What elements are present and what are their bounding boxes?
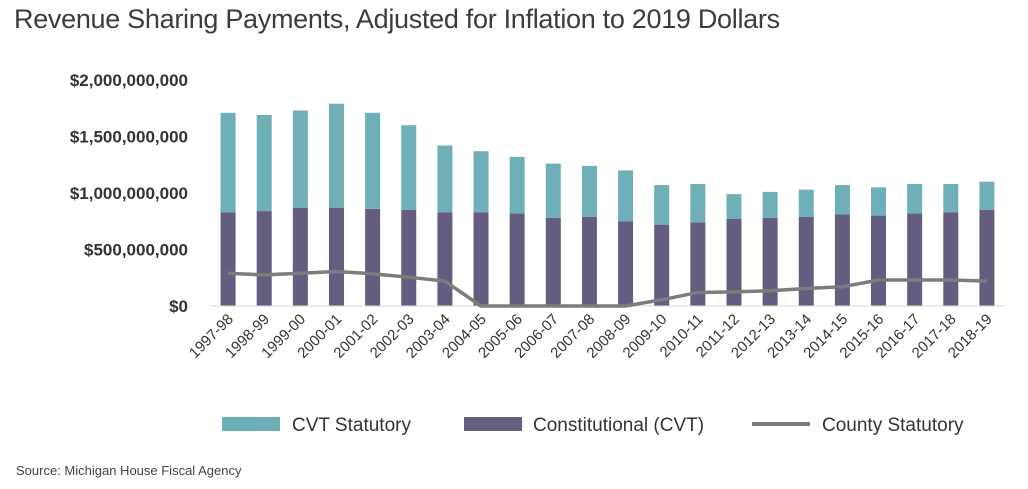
source-note: Source: Michigan House Fiscal Agency xyxy=(16,463,242,478)
bar-cvt-statutory-2006-07 xyxy=(545,163,561,218)
y-tick-label: $1,000,000,000 xyxy=(70,184,188,203)
bar-constitutional-2013-14 xyxy=(798,216,814,306)
y-tick-label: $2,000,000,000 xyxy=(70,71,188,90)
bar-constitutional-2012-13 xyxy=(762,217,778,306)
bar-cvt-statutory-2018-19 xyxy=(979,181,995,210)
bar-constitutional-2011-12 xyxy=(726,218,742,306)
bar-cvt-statutory-2000-01 xyxy=(328,103,344,208)
legend-label-constitutional: Constitutional (CVT) xyxy=(533,415,704,436)
bar-constitutional-2006-07 xyxy=(545,217,561,306)
bar-constitutional-2004-05 xyxy=(473,212,489,306)
bar-cvt-statutory-2011-12 xyxy=(726,194,742,219)
legend-swatch-cvt-statutory xyxy=(222,417,280,431)
bar-constitutional-1999-00 xyxy=(292,207,308,306)
chart-title: Revenue Sharing Payments, Adjusted for I… xyxy=(14,4,780,34)
bar-cvt-statutory-1998-99 xyxy=(256,115,272,212)
bar-cvt-statutory-2014-15 xyxy=(834,185,850,215)
series-line-county-statutory xyxy=(227,269,987,308)
bar-cvt-statutory-2003-04 xyxy=(437,145,453,213)
bar-constitutional-2003-04 xyxy=(437,212,453,306)
bar-constitutional-2009-10 xyxy=(654,224,670,306)
bar-constitutional-2016-17 xyxy=(907,213,923,306)
bar-cvt-statutory-2004-05 xyxy=(473,151,489,213)
bar-constitutional-2001-02 xyxy=(365,208,381,306)
bar-constitutional-2000-01 xyxy=(328,207,344,306)
bar-constitutional-2018-19 xyxy=(979,209,995,306)
y-tick-label: $1,500,000,000 xyxy=(70,128,188,147)
legend-label-county-statutory: County Statutory xyxy=(822,415,964,436)
legend-label-cvt-statutory: CVT Statutory xyxy=(292,415,411,436)
bar-cvt-statutory-2002-03 xyxy=(401,125,417,210)
bar-cvt-statutory-2013-14 xyxy=(798,189,814,217)
bar-constitutional-2014-15 xyxy=(834,214,850,306)
bar-constitutional-2017-18 xyxy=(943,212,959,306)
bar-cvt-statutory-2005-06 xyxy=(509,156,525,214)
bar-constitutional-2015-16 xyxy=(871,215,887,306)
bar-cvt-statutory-2007-08 xyxy=(581,165,597,217)
bar-cvt-statutory-2012-13 xyxy=(762,191,778,218)
bar-constitutional-2010-11 xyxy=(690,222,706,306)
bar-constitutional-2002-03 xyxy=(401,209,417,306)
bar-constitutional-2007-08 xyxy=(581,216,597,306)
bar-cvt-statutory-1999-00 xyxy=(292,110,308,208)
y-tick-label: $500,000,000 xyxy=(84,241,188,260)
legend-swatch-constitutional xyxy=(464,417,522,431)
bar-constitutional-1998-99 xyxy=(256,211,272,306)
bar-cvt-statutory-2009-10 xyxy=(654,185,670,225)
bar-cvt-statutory-2016-17 xyxy=(907,183,923,214)
bar-cvt-statutory-2017-18 xyxy=(943,183,959,213)
bar-constitutional-2005-06 xyxy=(509,213,525,306)
bar-cvt-statutory-2001-02 xyxy=(365,112,381,209)
bar-constitutional-1997-98 xyxy=(220,212,236,306)
bar-cvt-statutory-2010-11 xyxy=(690,183,706,223)
bar-constitutional-2008-09 xyxy=(618,221,634,306)
bar-cvt-statutory-2015-16 xyxy=(871,187,887,216)
y-tick-label: $0 xyxy=(169,297,188,316)
bar-cvt-statutory-2008-09 xyxy=(618,170,634,222)
bar-cvt-statutory-1997-98 xyxy=(220,112,236,213)
